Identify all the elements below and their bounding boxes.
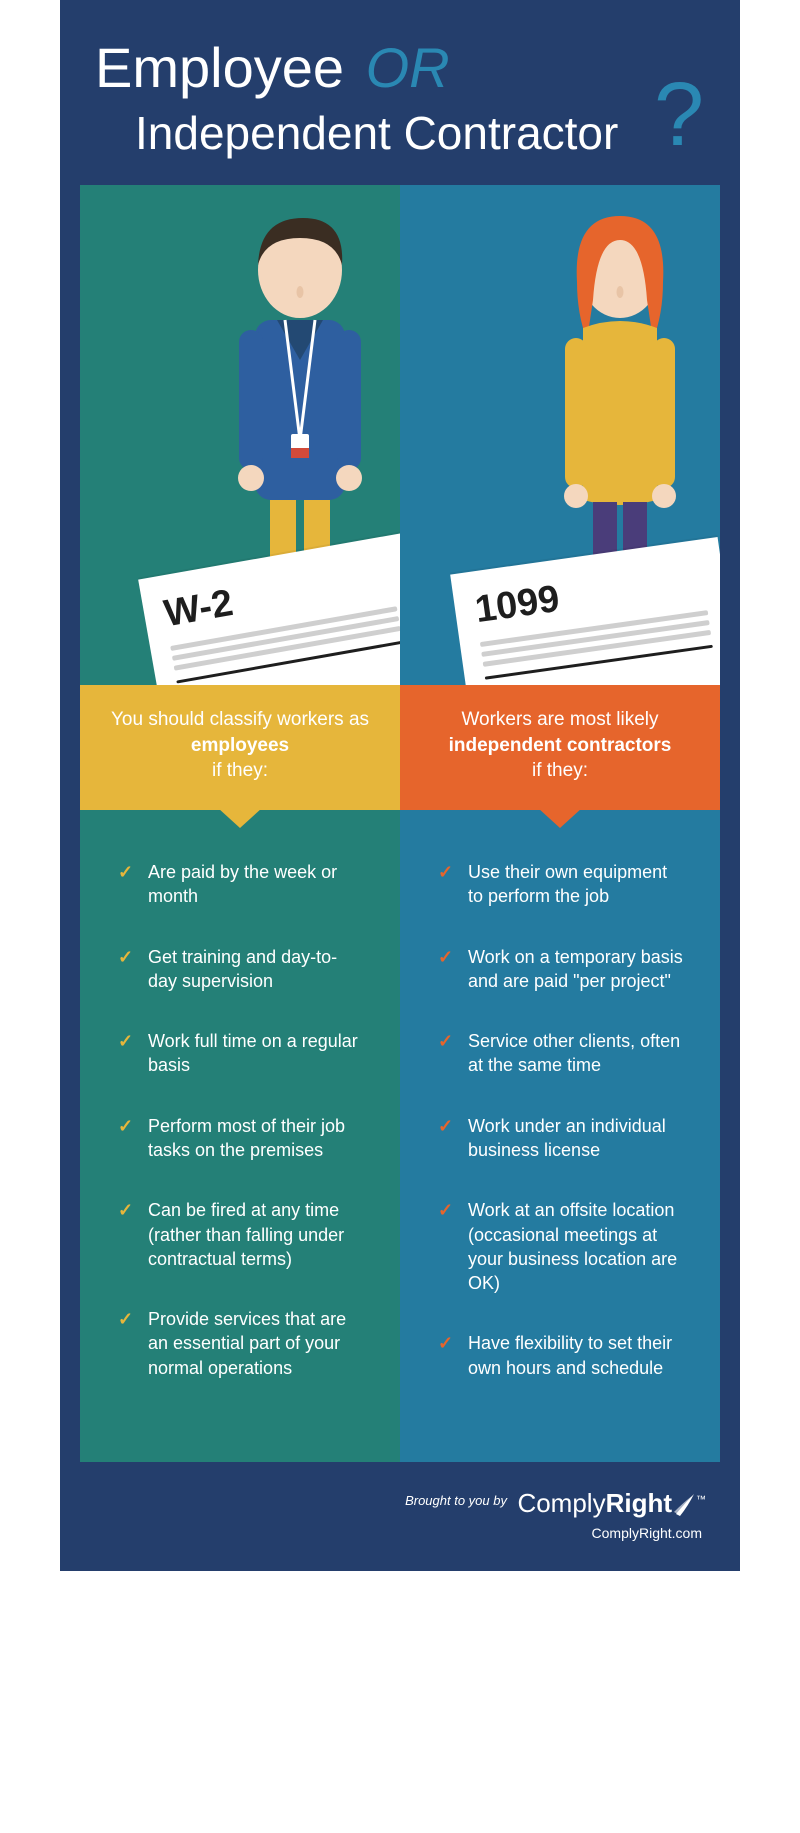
- title-question-mark: ?: [654, 64, 704, 167]
- employee-person-icon: [215, 210, 385, 570]
- header: Employee OR Independent Contractor ?: [60, 0, 740, 185]
- list-item: Get training and day-to-day supervision: [118, 945, 366, 994]
- contractor-form-paper: 1099: [450, 537, 720, 685]
- list-item: Service other clients, often at the same…: [438, 1029, 686, 1078]
- list-item: Provide services that are an essential p…: [118, 1307, 366, 1380]
- list-item: Work on a temporary basis and are paid "…: [438, 945, 686, 994]
- brand-part-1: Comply: [517, 1488, 605, 1518]
- contractor-panel: CONTRACTOR 1099: [400, 185, 720, 685]
- contractor-band-pre: Workers are most likely: [461, 709, 658, 730]
- footer: Brought to you by ComplyRight™ ComplyRig…: [60, 1462, 740, 1571]
- employee-band-pre: You should classify workers as: [111, 709, 369, 730]
- employee-criteria-list: Are paid by the week or month Get traini…: [80, 810, 400, 1462]
- employee-vertical-label: EMPLOYEE: [80, 226, 90, 675]
- chevron-down-icon: [218, 808, 262, 828]
- contractor-form-code: 1099: [472, 558, 706, 633]
- contractor-band-post: if they:: [532, 760, 588, 781]
- contractor-criteria-list: Use their own equipment to perform the j…: [400, 810, 720, 1462]
- brand-part-2: Right: [606, 1488, 672, 1518]
- list-item: Have flexibility to set their own hours …: [438, 1331, 686, 1380]
- swoosh-icon: [674, 1492, 696, 1518]
- footer-url: ComplyRight.com: [94, 1525, 706, 1541]
- list-item: Work under an individual business licens…: [438, 1114, 686, 1163]
- brand-logo: ComplyRight™: [517, 1488, 706, 1519]
- title-word-employee: Employee: [95, 36, 344, 99]
- chevron-down-icon: [538, 808, 582, 828]
- title-line2: Independent Contractor: [135, 106, 710, 160]
- list-item: Can be fired at any time (rather than fa…: [118, 1198, 366, 1271]
- contractor-person-icon: [535, 210, 705, 570]
- contractor-vertical-label: CONTRACTOR: [400, 185, 410, 675]
- list-item: Perform most of their job tasks on the p…: [118, 1114, 366, 1163]
- contractor-band: Workers are most likely independent cont…: [400, 685, 720, 810]
- title-or: OR: [366, 36, 450, 99]
- employee-band: You should classify workers as employees…: [80, 685, 400, 810]
- criteria-row: Are paid by the week or month Get traini…: [80, 810, 720, 1462]
- employee-panel: EMPLOYEE W-2: [80, 185, 400, 685]
- employee-band-bold: employees: [191, 735, 289, 756]
- band-row: You should classify workers as employees…: [80, 685, 720, 810]
- employee-band-post: if they:: [212, 760, 268, 781]
- list-item: Work at an offsite location (occasional …: [438, 1198, 686, 1295]
- infographic-container: Employee OR Independent Contractor ? EMP…: [60, 0, 740, 1571]
- employee-form-paper: W-2: [138, 533, 400, 685]
- footer-brought-by: Brought to you by: [405, 1493, 507, 1508]
- contractor-band-bold: independent contractors: [449, 735, 672, 756]
- list-item: Work full time on a regular basis: [118, 1029, 366, 1078]
- list-item: Are paid by the week or month: [118, 860, 366, 909]
- list-item: Use their own equipment to perform the j…: [438, 860, 686, 909]
- illustration-row: EMPLOYEE W-2: [80, 185, 720, 685]
